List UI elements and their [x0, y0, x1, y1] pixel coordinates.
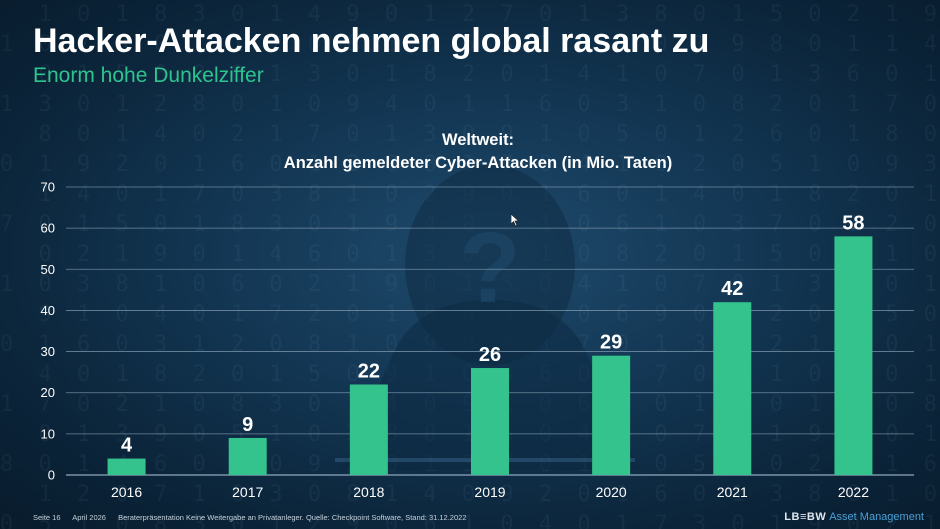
- bar: [107, 458, 146, 475]
- y-tick-label: 40: [41, 303, 55, 318]
- footer-note: Beraterpräsentation Keine Weitergabe an …: [118, 513, 467, 522]
- bar: [228, 437, 267, 475]
- x-tick-label: 2016: [111, 484, 142, 500]
- x-tick-label: 2021: [717, 484, 748, 500]
- y-tick-label: 20: [41, 385, 55, 400]
- x-tick-label: 2017: [232, 484, 263, 500]
- x-tick-label: 2020: [596, 484, 627, 500]
- chart-title-line: Weltweit:: [442, 131, 514, 149]
- mouse-cursor-icon: [511, 214, 520, 227]
- footer-date: April 2026: [72, 513, 106, 522]
- bar: [834, 236, 873, 475]
- bar: [471, 368, 509, 475]
- footer-page: Seite 16: [33, 513, 61, 522]
- y-tick-label: 0: [48, 468, 55, 483]
- bar: [592, 355, 631, 475]
- logo-mark: LB≡BW: [784, 511, 827, 523]
- data-label: 58: [842, 212, 864, 234]
- data-label: 9: [242, 414, 253, 436]
- bar: [713, 302, 752, 475]
- y-tick-label: 10: [41, 426, 55, 441]
- data-label: 26: [479, 344, 501, 366]
- y-tick-label: 30: [41, 344, 55, 359]
- slide-subtitle: Enorm hohe Dunkelziffer: [33, 64, 264, 87]
- x-tick-label: 2022: [838, 484, 869, 500]
- x-tick-label: 2019: [474, 484, 505, 500]
- slide-title: Hacker-Attacken nehmen global rasant zu: [33, 22, 710, 60]
- x-tick-label: 2018: [353, 484, 384, 500]
- data-label: 42: [721, 278, 743, 300]
- y-tick-label: 70: [41, 180, 55, 195]
- chart-title-line: Anzahl gemeldeter Cyber-Attacken (in Mio…: [284, 154, 672, 172]
- question-mark-icon: ?: [459, 212, 520, 324]
- logo-text: Asset Management: [829, 511, 924, 523]
- footer: Seite 16 April 2026 Beraterpräsentation …: [33, 513, 477, 522]
- bar: [349, 384, 388, 475]
- data-label: 29: [600, 332, 622, 354]
- y-tick-label: 50: [41, 262, 55, 277]
- company-logo: LB≡BW Asset Management: [784, 511, 924, 523]
- data-label: 4: [121, 435, 133, 457]
- y-tick-label: 60: [41, 221, 55, 236]
- data-label: 22: [358, 360, 380, 382]
